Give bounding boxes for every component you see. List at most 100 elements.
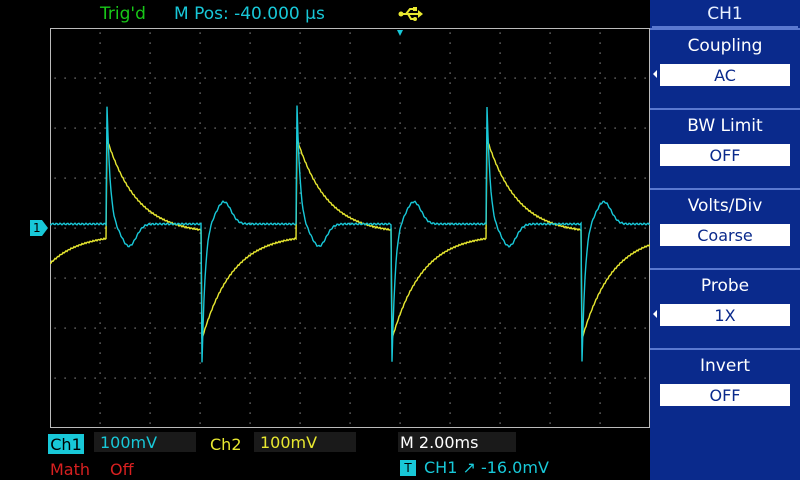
grid-dot	[424, 127, 426, 129]
grid-dot	[234, 127, 236, 129]
grid-dot	[214, 177, 216, 179]
grid-dot	[504, 127, 506, 129]
grid-dot	[334, 177, 336, 179]
grid-dot	[549, 232, 551, 234]
grid-dot	[199, 242, 201, 244]
grid-dot	[449, 282, 451, 284]
grid-dot	[349, 332, 351, 334]
grid-dot	[364, 127, 366, 129]
grid-dot	[399, 72, 401, 74]
grid-dot	[604, 227, 606, 229]
grid-dot	[364, 277, 366, 279]
grid-dot	[384, 277, 386, 279]
grid-dot	[599, 112, 601, 114]
grid-dot	[384, 377, 386, 379]
menu-item-probe[interactable]: Probe 1X	[650, 268, 800, 346]
menu-item-coupling[interactable]: Coupling AC	[650, 28, 800, 106]
grid-dot	[199, 92, 201, 94]
grid-dot	[254, 177, 256, 179]
grid-dot	[434, 77, 436, 79]
grid-dot	[274, 227, 276, 229]
grid-dot	[534, 227, 536, 229]
grid-dot	[549, 402, 551, 404]
grid-dot	[54, 77, 56, 79]
grid-dot	[399, 132, 401, 134]
menu-item-invert[interactable]: Invert OFF	[650, 348, 800, 428]
grid-dot	[399, 272, 401, 274]
grid-dot	[244, 227, 246, 229]
grid-dot	[349, 92, 351, 94]
grid-dot	[349, 202, 351, 204]
grid-dot	[199, 312, 201, 314]
grid-dot	[499, 152, 501, 154]
math-label[interactable]: Math	[50, 460, 91, 479]
grid-dot	[264, 177, 266, 179]
grid-dot	[449, 192, 451, 194]
grid-dot	[549, 32, 551, 34]
grid-dot	[544, 177, 546, 179]
grid-dot	[404, 177, 406, 179]
grid-dot	[384, 77, 386, 79]
menu-item-volts-div[interactable]: Volts/Div Coarse	[650, 188, 800, 266]
grid-dot	[449, 42, 451, 44]
grid-dot	[349, 112, 351, 114]
grid-dot	[264, 127, 266, 129]
grid-dot	[494, 227, 496, 229]
grid-dot	[299, 402, 301, 404]
grid-dot	[514, 227, 516, 229]
grid-dot	[564, 277, 566, 279]
grid-dot	[249, 72, 251, 74]
math-value: Off	[110, 460, 134, 479]
grid-dot	[504, 377, 506, 379]
grid-dot	[474, 327, 476, 329]
grid-dot	[454, 127, 456, 129]
grid-dot	[249, 372, 251, 374]
grid-dot	[199, 102, 201, 104]
grid-dot	[299, 422, 301, 424]
grid-dot	[199, 262, 201, 264]
grid-dot	[399, 92, 401, 94]
grid-dot	[399, 42, 401, 44]
ch2-label[interactable]: Ch2	[210, 435, 242, 454]
grid-dot	[114, 227, 116, 229]
grid-dot	[434, 377, 436, 379]
grid-dot	[454, 377, 456, 379]
menu-item-bw-limit[interactable]: BW Limit OFF	[650, 108, 800, 186]
grid-dot	[99, 202, 101, 204]
grid-dot	[549, 382, 551, 384]
ch1-ground-marker[interactable]: 1	[30, 220, 48, 236]
grid-dot	[554, 277, 556, 279]
grid-dot	[349, 162, 351, 164]
grid-dot	[634, 177, 636, 179]
grid-dot	[249, 192, 251, 194]
grid-dot	[399, 392, 401, 394]
grid-dot	[164, 227, 166, 229]
invert-label: Invert	[700, 356, 750, 376]
grid-dot	[549, 242, 551, 244]
grid-dot	[299, 132, 301, 134]
ch1-label[interactable]: Ch1	[48, 434, 84, 454]
grid-dot	[99, 32, 101, 34]
grid-dot	[544, 227, 546, 229]
grid-dot	[249, 152, 251, 154]
grid-dot	[99, 182, 101, 184]
grid-dot	[84, 127, 86, 129]
grid-dot	[84, 227, 86, 229]
grid-dot	[364, 327, 366, 329]
grid-dot	[449, 412, 451, 414]
grid-dot	[504, 327, 506, 329]
grid-dot	[124, 127, 126, 129]
grid-dot	[349, 62, 351, 64]
grid-dot	[99, 322, 101, 324]
grid-dot	[249, 242, 251, 244]
grid-dot	[449, 112, 451, 114]
grid-dot	[524, 177, 526, 179]
waveform-display[interactable]	[50, 28, 650, 428]
grid-dot	[199, 62, 201, 64]
grid-dot	[424, 177, 426, 179]
grid-dot	[334, 127, 336, 129]
grid-dot	[399, 422, 401, 424]
grid-dot	[349, 402, 351, 404]
grid-dot	[134, 277, 136, 279]
grid-dot	[634, 127, 636, 129]
